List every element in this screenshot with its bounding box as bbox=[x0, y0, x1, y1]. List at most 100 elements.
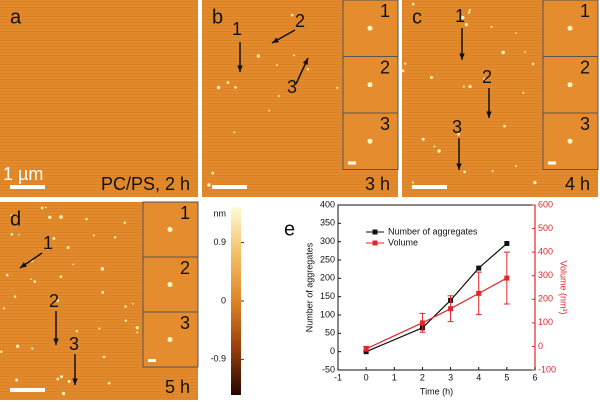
x-tick-label: 6 bbox=[532, 372, 537, 382]
aggregate-dot bbox=[113, 236, 117, 239]
inset-label: 1 bbox=[580, 1, 590, 21]
data-point bbox=[363, 346, 369, 352]
aggregate-dot bbox=[59, 215, 63, 219]
aggregate-dot bbox=[533, 180, 537, 185]
aggregate-dot bbox=[467, 11, 471, 14]
aggregate-dot bbox=[233, 131, 236, 134]
data-point bbox=[504, 241, 510, 246]
arrow-label: 3 bbox=[452, 117, 462, 137]
panel-label: d bbox=[10, 208, 21, 230]
aggregate-dot bbox=[31, 347, 34, 350]
x-tick-label: 5 bbox=[504, 372, 509, 382]
aggregate-dot bbox=[48, 215, 52, 219]
arrow-label: 1 bbox=[455, 6, 465, 26]
arrow-label: 2 bbox=[49, 291, 59, 311]
inset-label: 1 bbox=[380, 1, 390, 21]
y-tick-label: 0 bbox=[330, 346, 335, 356]
data-point bbox=[476, 290, 482, 296]
arrow-head bbox=[272, 37, 279, 43]
y-axis-label: Number of aggregates bbox=[304, 242, 314, 332]
aggregate-dot bbox=[207, 183, 211, 187]
inset-label: 2 bbox=[580, 57, 590, 77]
aggregate-dot bbox=[433, 145, 436, 148]
y-tick-label: 300 bbox=[320, 236, 335, 246]
inset-label: 3 bbox=[180, 313, 190, 333]
aggregate-dot bbox=[501, 50, 505, 55]
aggregate-dot bbox=[411, 2, 415, 6]
aggregate-dot bbox=[72, 263, 74, 266]
y-tick-label: 400 bbox=[320, 199, 335, 209]
aggregate-dot bbox=[404, 62, 407, 65]
y-tick-label: 100 bbox=[320, 309, 335, 319]
aggregate-dot bbox=[2, 307, 6, 310]
aggregate-dot bbox=[56, 299, 60, 303]
aggregate-dot bbox=[101, 290, 105, 294]
data-point bbox=[476, 265, 482, 271]
inset-label: 2 bbox=[380, 57, 390, 77]
inset-aggregate bbox=[167, 282, 173, 287]
x-tick-label: 3 bbox=[448, 372, 453, 382]
aggregate-dot bbox=[290, 13, 294, 17]
aggregate-dot bbox=[515, 32, 517, 35]
aggregate-dot bbox=[437, 149, 441, 153]
aggregate-dot bbox=[136, 331, 139, 334]
aggregate-dot bbox=[100, 267, 105, 271]
panel-label: c bbox=[412, 6, 422, 28]
aggregate-dot bbox=[234, 86, 237, 89]
aggregate-dot bbox=[67, 379, 71, 383]
y2-tick-label: 300 bbox=[538, 270, 553, 280]
colorbar bbox=[231, 207, 241, 395]
scale-bar bbox=[10, 388, 45, 392]
aggregate-dot bbox=[460, 15, 465, 20]
inset-scale bbox=[148, 359, 156, 362]
afm-image bbox=[0, 0, 198, 197]
aggregate-dot bbox=[522, 91, 525, 94]
aggregate-dot bbox=[211, 171, 215, 175]
aggregate-dot bbox=[216, 85, 221, 90]
aggregate-dot bbox=[490, 25, 493, 28]
aggregate-dot bbox=[59, 275, 63, 279]
aggregate-dot bbox=[462, 85, 465, 88]
y-tick-label: 350 bbox=[320, 218, 335, 228]
legend-marker bbox=[372, 240, 378, 246]
aggregate-dot bbox=[226, 81, 230, 84]
legend-marker bbox=[372, 229, 378, 235]
x-tick-label: 4 bbox=[476, 372, 481, 382]
aggregate-dot bbox=[464, 23, 468, 27]
aggregate-dot bbox=[135, 326, 139, 330]
aggregate-dot bbox=[102, 355, 106, 359]
aggregate-dot bbox=[515, 165, 517, 168]
time-label: 3 h bbox=[365, 174, 390, 194]
arrow-head bbox=[459, 53, 465, 60]
inset-label: 1 bbox=[180, 203, 190, 223]
x-tick-label: 2 bbox=[420, 372, 425, 382]
y-tick-label: 50 bbox=[325, 328, 335, 338]
y-tick-label: 200 bbox=[320, 273, 335, 283]
aggregate-dot bbox=[98, 327, 101, 330]
aggregate-dot bbox=[491, 170, 494, 173]
scale-bar bbox=[212, 185, 247, 189]
aggregate-dot bbox=[61, 391, 66, 396]
arrow-head bbox=[53, 338, 59, 345]
aggregate-dot bbox=[503, 124, 506, 128]
aggregate-dot bbox=[75, 329, 79, 333]
colorbar-unit: nm bbox=[213, 208, 226, 218]
inset-scale bbox=[548, 161, 556, 165]
inset-label: 2 bbox=[180, 258, 190, 278]
y2-tick-label: 200 bbox=[538, 294, 553, 304]
aggregate-dot bbox=[107, 381, 111, 385]
x-tick-label: 0 bbox=[364, 372, 369, 382]
aggregate-dot bbox=[13, 295, 17, 298]
panel-label: e bbox=[284, 218, 295, 240]
inset-label: 3 bbox=[580, 114, 590, 134]
data-point bbox=[448, 306, 454, 312]
inset-scale bbox=[348, 161, 356, 165]
y2-tick-label: 400 bbox=[538, 247, 553, 257]
aggregate-dot bbox=[276, 64, 279, 67]
data-point bbox=[363, 349, 369, 355]
inset-aggregate bbox=[567, 138, 573, 144]
aggregate-dot bbox=[457, 132, 461, 136]
inset-label: 3 bbox=[380, 114, 390, 134]
arrow-head bbox=[237, 65, 243, 72]
